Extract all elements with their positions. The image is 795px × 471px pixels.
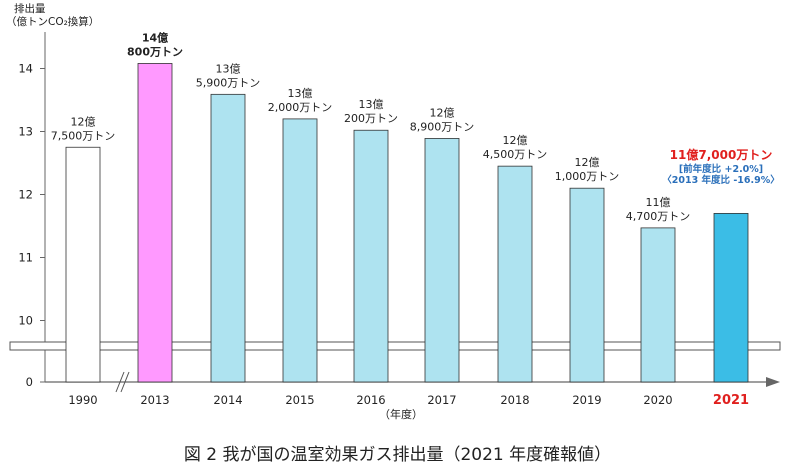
y-tick-label: 10: [18, 314, 33, 328]
y-tick-label: 14: [18, 62, 33, 76]
bar-2016: [353, 129, 389, 383]
x-axis-label: （年度）: [379, 407, 423, 421]
value-label-2020: 11億: [646, 196, 671, 209]
value-label-2021: 11億7,000万トン: [670, 147, 773, 162]
bar-2019: [569, 187, 605, 383]
bar-2014: [210, 93, 246, 383]
bar-1990: [65, 146, 101, 383]
x-tick-label-2019: 2019: [572, 393, 601, 407]
y-tick-label: 13: [18, 125, 33, 139]
value-label-2017: 8,900万トン: [410, 120, 475, 133]
figure-caption: 図 2 我が国の温室効果ガス排出量（2021 年度確報値）: [183, 445, 612, 465]
value-label-2016: 200万トン: [344, 112, 398, 125]
value-label-2014: 13億: [216, 62, 241, 75]
y-axis-label: 排出量（億トンCO₂換算）: [6, 2, 99, 28]
x-tick-label-2021: 2021: [713, 393, 749, 408]
x-tick-label-2020: 2020: [643, 393, 672, 407]
value-label-2021: 〈2013 年度比 -16.9%〉: [662, 174, 779, 186]
y-tick-labels: 0 10 11 12 13 14: [18, 62, 33, 390]
y-tick-label: 0: [26, 375, 33, 389]
x-axis-break-mark: [120, 371, 130, 393]
value-label-2020: 4,700万トン: [626, 210, 691, 223]
value-label-2016: 13億: [359, 98, 384, 111]
value-labels: 12億7,500万トン14億800万トン13億5,900万トン13億2,000万…: [51, 30, 780, 222]
x-tick-label-1990: 1990: [68, 393, 97, 407]
value-label-1990: 7,500万トン: [51, 129, 116, 142]
bar-2020: [640, 227, 676, 383]
bar-2015: [282, 118, 318, 383]
y-tick-label: 12: [18, 188, 33, 202]
x-tick-label-2013: 2013: [140, 393, 169, 407]
bar-2021: [713, 212, 749, 383]
value-label-2018: 12億: [503, 134, 528, 147]
x-axis-break-mark: [115, 371, 125, 393]
value-label-2013: 800万トン: [127, 45, 183, 58]
x-tick-labels: 1990 2013 2014 2015 2016 2017 2018 2019 2020 2021: [68, 393, 749, 408]
y-axis-label-line: （億トンCO₂換算）: [6, 15, 99, 28]
x-tick-label-2014: 2014: [213, 393, 242, 407]
value-label-2014: 5,900万トン: [196, 76, 261, 89]
y-axis-label-line: 排出量: [14, 2, 46, 15]
value-label-2015: 2,000万トン: [268, 101, 333, 114]
value-label-2021: [前年度比 +2.0%]: [679, 163, 763, 175]
value-label-2018: 4,500万トン: [483, 148, 548, 161]
x-tick-label-2017: 2017: [427, 393, 456, 407]
y-tick-label: 11: [18, 251, 33, 265]
value-label-2015: 13億: [288, 87, 313, 100]
value-label-2013: 14億: [142, 30, 168, 44]
bar-2013: [137, 63, 173, 383]
value-label-1990: 12億: [71, 115, 96, 128]
x-tick-label-2016: 2016: [356, 393, 385, 407]
bar-2017: [424, 138, 460, 383]
x-tick-label-2015: 2015: [285, 393, 314, 407]
value-label-2017: 12億: [430, 106, 455, 119]
axis-break-band: [9, 341, 781, 351]
bars: [65, 63, 749, 383]
value-label-2019: 1,000万トン: [555, 170, 620, 183]
bar-2018: [497, 165, 533, 383]
x-axis-arrow: [766, 377, 780, 387]
value-label-2019: 12億: [575, 156, 600, 169]
x-tick-label-2018: 2018: [500, 393, 529, 407]
